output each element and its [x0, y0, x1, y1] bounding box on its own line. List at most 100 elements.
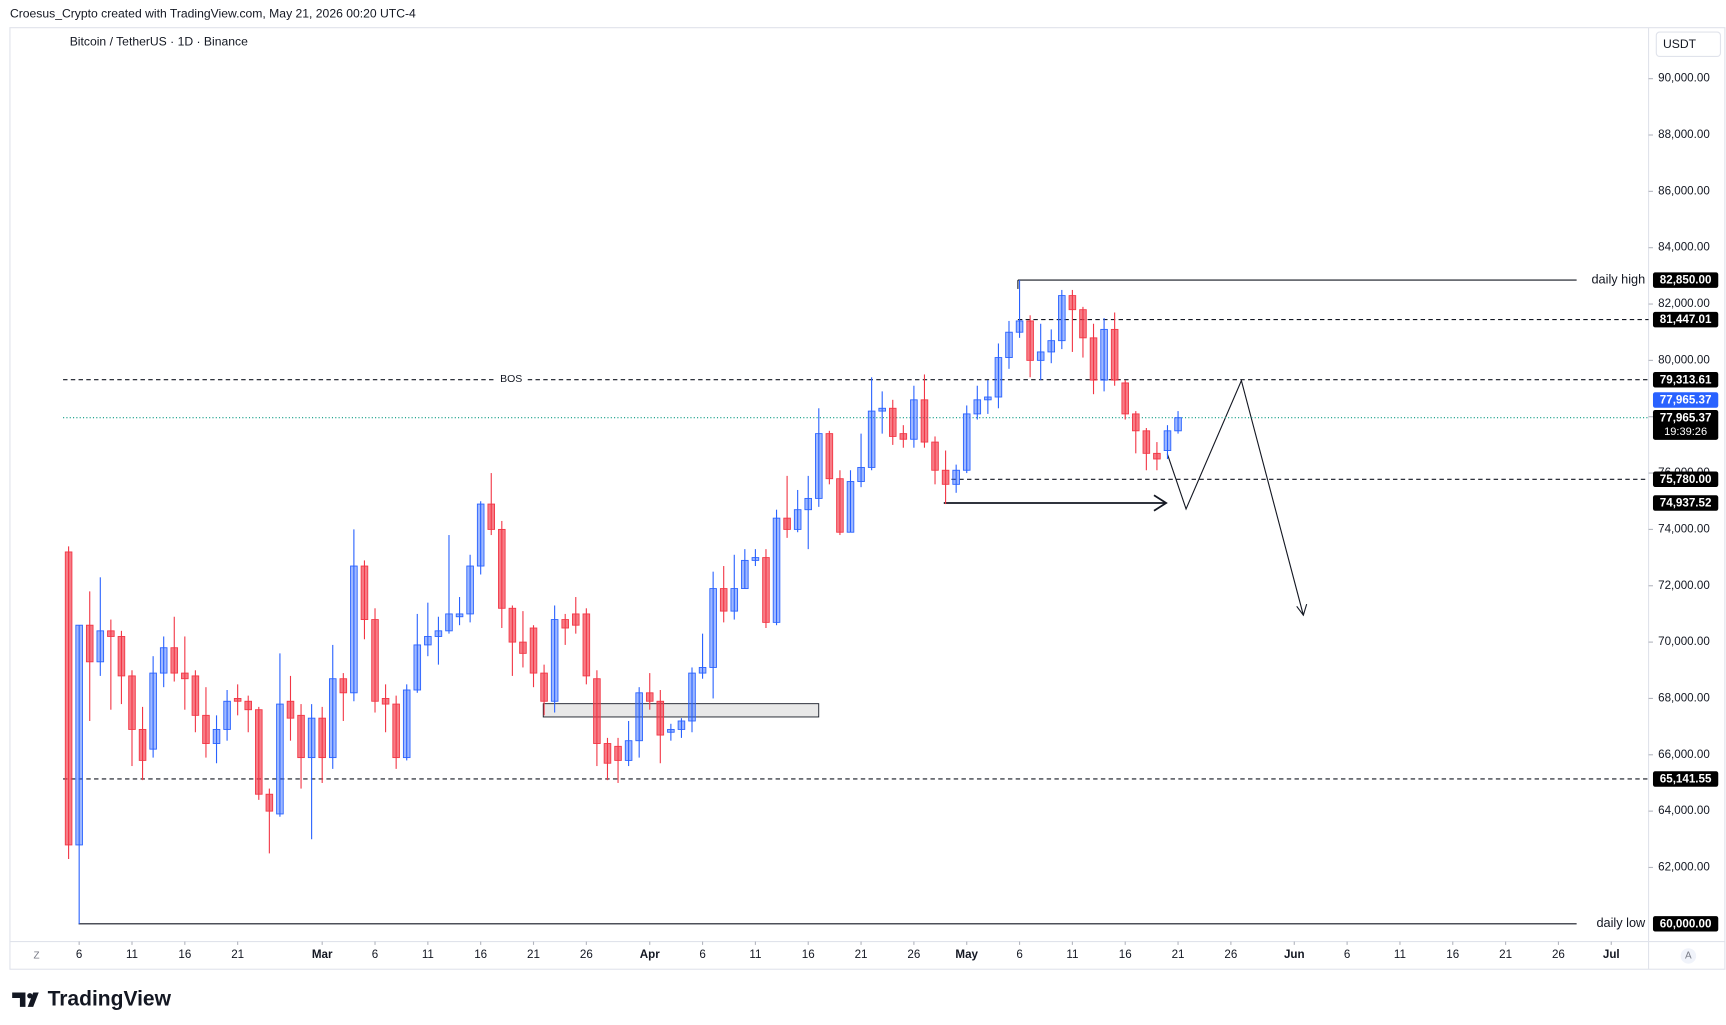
price-label: 75,780.00	[1660, 473, 1712, 486]
candle-body	[825, 433, 834, 480]
candle-body	[1068, 295, 1077, 311]
candle-body	[941, 469, 950, 485]
candle-body	[445, 613, 453, 632]
x-tick-label: 6	[1016, 948, 1022, 961]
price-label: 82,850.00	[1660, 274, 1712, 287]
y-tick-label: 68,000.00	[1658, 692, 1710, 705]
candle-body	[402, 689, 411, 759]
candle-body	[952, 469, 960, 485]
candle-body	[857, 466, 865, 482]
candle-body	[572, 613, 580, 626]
x-tick-label: Mar	[312, 948, 333, 961]
y-tick-label: 64,000.00	[1658, 804, 1710, 817]
price-label: 74,937.52	[1660, 497, 1712, 510]
y-tick-label: 88,000.00	[1658, 128, 1710, 141]
x-tick-label: 16	[474, 948, 487, 961]
candle-body	[149, 672, 157, 750]
x-tick-label: 16	[1119, 948, 1132, 961]
candle-body	[328, 678, 337, 759]
level-text: daily high	[1591, 271, 1645, 286]
candle-body	[202, 714, 210, 744]
y-tick-label: 62,000.00	[1658, 861, 1710, 874]
candle-body	[593, 678, 601, 744]
candle-body	[529, 627, 538, 674]
candle-body	[413, 644, 422, 691]
candle-body	[730, 588, 739, 612]
candle-body	[1174, 417, 1182, 432]
candle-body	[233, 698, 242, 702]
price-label-box	[1652, 311, 1719, 328]
x-tick-label: 11	[1066, 948, 1078, 961]
price-label: 77,965.37	[1660, 394, 1712, 407]
candle-body	[1132, 413, 1140, 432]
candle-body	[698, 667, 707, 674]
candle-body	[75, 624, 83, 846]
candle-body	[318, 717, 326, 759]
candle-body	[984, 396, 992, 401]
x-tick-label: Jun	[1284, 948, 1305, 961]
currency[interactable]: USDT	[1663, 37, 1697, 51]
candle-body	[719, 588, 728, 612]
candle-body	[434, 630, 443, 637]
candle-body	[603, 743, 612, 764]
price-label-box	[1652, 495, 1719, 511]
x-tick-label: 11	[422, 948, 434, 961]
candle-body	[1005, 331, 1013, 359]
candle-body	[1142, 430, 1151, 454]
x-tick-label: 21	[1499, 948, 1512, 961]
candle-body	[381, 698, 390, 705]
candle-body	[360, 565, 369, 621]
candle-body	[466, 565, 474, 615]
candle-body	[128, 675, 136, 730]
candle-body	[1163, 430, 1172, 451]
candle-body	[962, 413, 971, 471]
price-label: 81,447.01	[1660, 313, 1712, 326]
y-tick-label: 90,000.00	[1658, 72, 1710, 85]
candle-body	[487, 503, 496, 530]
candle-body	[244, 700, 252, 711]
x-tick-label: 16	[802, 948, 815, 961]
candle-body	[107, 630, 115, 637]
candle-body	[920, 399, 929, 443]
brand-logo	[12, 992, 39, 1007]
scale-button[interactable]: Z	[33, 951, 39, 962]
price-label-box	[1652, 371, 1719, 388]
candle-body	[519, 641, 527, 654]
brand: TradingView	[48, 988, 172, 1011]
candle-body	[1110, 328, 1119, 381]
price-label: 60,000.00	[1660, 917, 1712, 930]
candle-body	[815, 433, 823, 499]
y-tick-label: 80,000.00	[1658, 353, 1710, 366]
candle-body	[276, 703, 284, 815]
candle-body	[973, 399, 982, 415]
candle-body	[297, 714, 305, 759]
demand-zone	[542, 703, 820, 718]
price-label: 79,313.61	[1660, 373, 1712, 386]
candle-body	[688, 672, 696, 722]
candle-body	[265, 793, 274, 812]
candle-body	[846, 481, 855, 533]
candle-body	[656, 700, 665, 736]
candle-body	[1121, 382, 1129, 415]
x-tick-label: 6	[1344, 948, 1350, 961]
y-tick-label: 72,000.00	[1658, 579, 1710, 592]
candles	[64, 280, 1182, 924]
y-tick-label: 70,000.00	[1658, 635, 1710, 648]
candle-body	[255, 709, 263, 795]
x-tick-label: Apr	[640, 948, 660, 961]
candle-body	[1047, 340, 1056, 353]
auto-button[interactable]	[1680, 948, 1697, 964]
price-label: 77,965.37	[1660, 411, 1712, 424]
auto-button-label[interactable]: A	[1685, 951, 1692, 962]
y-tick-label: 82,000.00	[1658, 297, 1710, 310]
candle-body	[793, 509, 802, 530]
x-tick-label: 16	[1446, 948, 1459, 961]
x-tick-label: 11	[749, 948, 761, 961]
currency-button[interactable]	[1655, 31, 1722, 57]
candle-body	[889, 407, 897, 437]
candle-body	[550, 619, 559, 702]
level-text-bg	[495, 373, 527, 387]
x-tick-label: 16	[178, 948, 191, 961]
candle-body	[667, 728, 675, 733]
